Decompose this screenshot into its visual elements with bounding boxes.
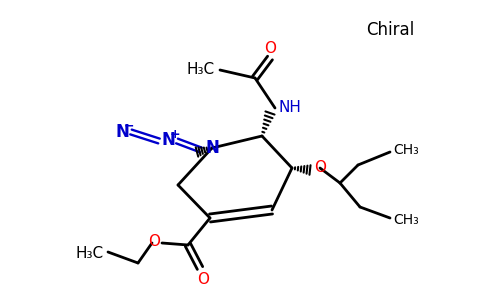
Text: Chiral: Chiral [366, 21, 414, 39]
Text: N: N [115, 123, 129, 141]
Text: O: O [197, 272, 209, 287]
Text: O: O [264, 41, 276, 56]
Text: −: − [124, 119, 134, 133]
Text: H₃C: H₃C [76, 247, 104, 262]
Text: +: + [170, 128, 181, 140]
Text: CH₃: CH₃ [393, 213, 419, 227]
Text: NH: NH [278, 100, 301, 116]
Text: N: N [205, 139, 219, 157]
Text: H₃C: H₃C [187, 62, 215, 77]
Text: O: O [314, 160, 326, 175]
Text: CH₃: CH₃ [393, 143, 419, 157]
Text: O: O [148, 233, 160, 248]
Text: N: N [161, 131, 175, 149]
